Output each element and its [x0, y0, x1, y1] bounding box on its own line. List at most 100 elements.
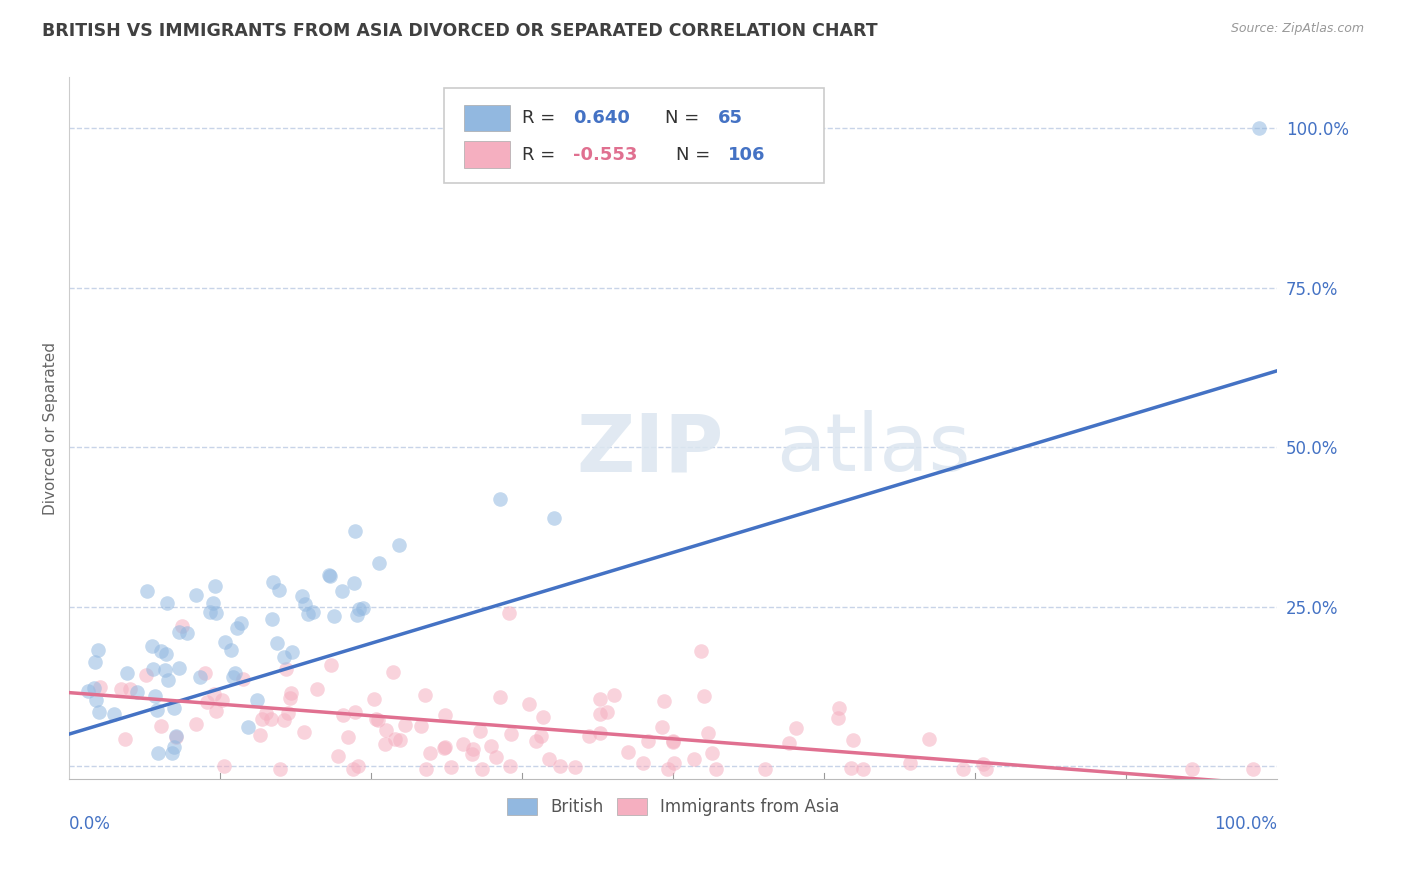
- Point: [170, 618, 193, 632]
- Point: [852, 762, 875, 776]
- Point: [87, 643, 110, 657]
- Point: [280, 644, 302, 658]
- Point: [972, 757, 994, 772]
- Point: [479, 739, 502, 753]
- Point: [347, 602, 370, 616]
- Point: [461, 742, 484, 756]
- Point: [1181, 762, 1204, 776]
- Point: [149, 644, 172, 658]
- Point: [269, 762, 291, 776]
- Point: [297, 607, 319, 622]
- Point: [343, 575, 366, 590]
- Point: [201, 596, 224, 610]
- Point: [690, 644, 713, 658]
- Point: [657, 762, 679, 776]
- Point: [260, 712, 283, 726]
- Point: [468, 724, 491, 739]
- Point: [146, 703, 169, 717]
- Point: [274, 662, 297, 676]
- Point: [488, 690, 510, 705]
- Point: [204, 579, 226, 593]
- Point: [538, 752, 561, 766]
- Legend: British, Immigrants from Asia: British, Immigrants from Asia: [501, 791, 846, 823]
- FancyBboxPatch shape: [444, 88, 824, 183]
- Point: [280, 686, 302, 700]
- Point: [1249, 121, 1271, 136]
- Point: [517, 697, 540, 711]
- Point: [543, 510, 565, 524]
- Point: [548, 759, 571, 773]
- Point: [596, 705, 619, 719]
- Point: [785, 721, 807, 735]
- Point: [238, 720, 260, 734]
- Point: [155, 647, 177, 661]
- Bar: [464, 141, 510, 168]
- Point: [200, 606, 222, 620]
- Point: [589, 706, 612, 721]
- Point: [589, 726, 612, 740]
- Point: [84, 693, 107, 707]
- Point: [246, 693, 269, 707]
- Point: [367, 714, 389, 728]
- Point: [352, 600, 374, 615]
- Point: [917, 731, 939, 746]
- Point: [184, 717, 207, 731]
- Point: [163, 740, 186, 755]
- Point: [167, 624, 190, 639]
- Point: [330, 583, 353, 598]
- Text: 0.640: 0.640: [574, 109, 630, 128]
- Point: [366, 712, 388, 726]
- Point: [318, 568, 340, 582]
- Point: [344, 705, 367, 719]
- Y-axis label: Divorced or Separated: Divorced or Separated: [44, 342, 58, 515]
- Point: [363, 691, 385, 706]
- Point: [114, 732, 136, 747]
- Point: [155, 663, 177, 677]
- Point: [319, 658, 342, 673]
- Point: [262, 575, 284, 590]
- Point: [184, 588, 207, 602]
- Point: [194, 666, 217, 681]
- Point: [136, 584, 159, 599]
- Point: [292, 724, 315, 739]
- Point: [294, 597, 316, 611]
- Point: [651, 720, 673, 734]
- Point: [501, 727, 523, 741]
- Point: [489, 492, 512, 507]
- Point: [146, 746, 169, 760]
- Point: [415, 762, 437, 776]
- Point: [662, 734, 685, 748]
- Point: [471, 762, 494, 776]
- Text: N =: N =: [676, 145, 716, 163]
- Point: [141, 640, 163, 654]
- Point: [163, 701, 186, 715]
- Text: R =: R =: [522, 109, 561, 128]
- Point: [704, 762, 727, 776]
- Point: [156, 673, 179, 688]
- Text: 0.0%: 0.0%: [69, 815, 111, 833]
- Point: [250, 712, 273, 726]
- Point: [212, 758, 235, 772]
- Text: ZIP: ZIP: [576, 410, 724, 488]
- Point: [342, 762, 364, 776]
- Point: [188, 670, 211, 684]
- Point: [368, 556, 391, 570]
- Point: [225, 621, 247, 635]
- Point: [374, 737, 396, 751]
- Point: [267, 582, 290, 597]
- Point: [498, 606, 520, 620]
- Point: [578, 729, 600, 743]
- Point: [156, 595, 179, 609]
- Text: 100.0%: 100.0%: [1215, 815, 1278, 833]
- Point: [110, 682, 132, 697]
- Point: [637, 734, 659, 748]
- Point: [277, 706, 299, 721]
- Text: 65: 65: [718, 109, 742, 128]
- Point: [142, 662, 165, 676]
- Point: [898, 756, 921, 770]
- Point: [211, 693, 233, 707]
- Point: [827, 711, 849, 725]
- Point: [232, 672, 254, 686]
- Text: atlas: atlas: [776, 410, 970, 488]
- Point: [202, 687, 225, 701]
